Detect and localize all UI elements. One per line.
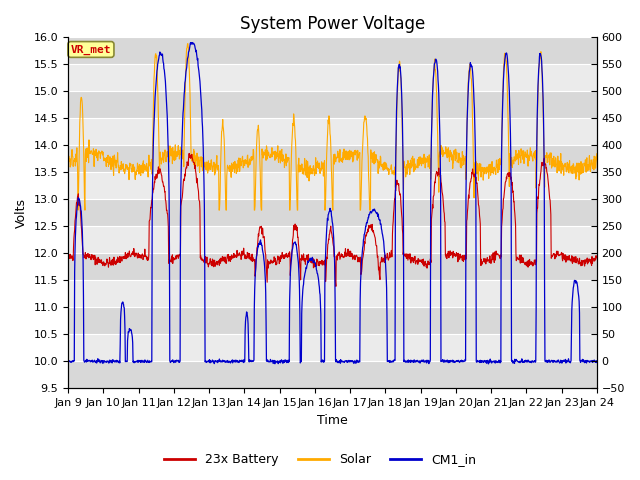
Bar xyxy=(68,119,596,145)
Legend: 23x Battery, Solar, CM1_in: 23x Battery, Solar, CM1_in xyxy=(159,448,481,471)
Bar xyxy=(68,145,596,172)
Bar xyxy=(68,172,596,199)
Text: VR_met: VR_met xyxy=(70,44,111,55)
X-axis label: Time: Time xyxy=(317,414,348,427)
Bar xyxy=(68,280,596,307)
Bar xyxy=(68,307,596,335)
Bar xyxy=(68,227,596,253)
Y-axis label: Volts: Volts xyxy=(15,198,28,228)
Bar xyxy=(68,91,596,119)
Bar xyxy=(68,361,596,388)
Bar xyxy=(68,253,596,280)
Bar xyxy=(68,199,596,227)
Title: System Power Voltage: System Power Voltage xyxy=(240,15,425,33)
Bar xyxy=(68,37,596,64)
Bar xyxy=(68,64,596,91)
Bar xyxy=(68,335,596,361)
